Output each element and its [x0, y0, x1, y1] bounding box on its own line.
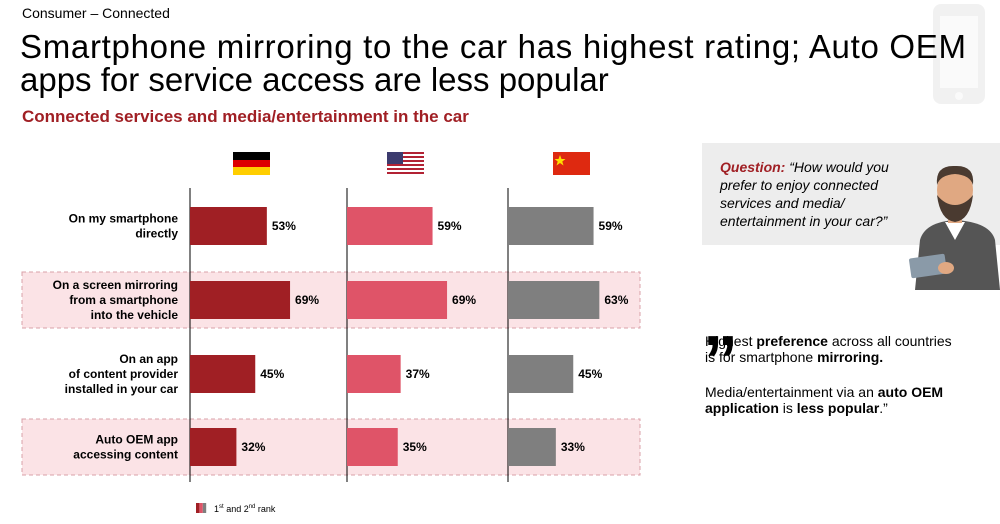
- value-label: 59%: [438, 219, 462, 233]
- bar: [508, 355, 574, 393]
- title: Smartphone mirroring to the car has high…: [20, 28, 966, 65]
- category-label: Auto OEM app: [95, 433, 178, 447]
- question-text: services and media/: [720, 195, 847, 211]
- value-label: 45%: [578, 367, 602, 381]
- legend-label: 1st and 2nd rank: [214, 504, 276, 514]
- quote-text: Media/entertainment via an auto OEM: [705, 384, 943, 400]
- question-text: entertainment in your car?”: [720, 213, 889, 229]
- quote-run: across all countries: [828, 333, 952, 349]
- value-label: 37%: [406, 367, 430, 381]
- legend-part: st: [219, 504, 224, 510]
- legend-part: rank: [255, 504, 276, 514]
- value-label: 69%: [452, 293, 476, 307]
- quote-text: is for smartphone mirroring.: [705, 349, 883, 365]
- person-illustration: [909, 165, 1000, 290]
- question-line: entertainment in your car?”: [720, 213, 889, 229]
- bar: [347, 428, 398, 466]
- bar: [190, 207, 267, 245]
- category-label: On my smartphone: [69, 212, 179, 226]
- quote-run: less popular: [797, 400, 880, 416]
- category-label: from a smartphone: [69, 293, 178, 307]
- question-label: Question:: [720, 159, 785, 175]
- bar: [190, 355, 256, 393]
- quote-run: application: [705, 400, 779, 416]
- quote-run: is: [779, 400, 797, 416]
- subtitle: Connected services and media/entertainme…: [22, 107, 469, 126]
- question-line: prefer to enjoy connected: [719, 177, 879, 193]
- category-label: of content provider: [69, 367, 179, 381]
- quote-text: application is less popular.”: [705, 400, 888, 416]
- category-label: On a screen mirroring: [53, 278, 178, 292]
- value-label: 45%: [260, 367, 284, 381]
- quote-mark: „: [703, 282, 738, 360]
- bar: [508, 207, 594, 245]
- value-label: 35%: [403, 440, 427, 454]
- category-label: into the vehicle: [91, 308, 179, 322]
- bar: [508, 281, 600, 319]
- phone-icon: [933, 4, 985, 104]
- bar: [347, 281, 448, 319]
- quote-run: Highest: [705, 333, 756, 349]
- bar: [190, 281, 291, 319]
- flag-germany: [233, 152, 270, 175]
- flag-usa: [387, 152, 424, 175]
- quote-text: Highest preference across all countries: [705, 333, 952, 349]
- bar: [190, 428, 237, 466]
- legend-part: and 2: [224, 504, 249, 514]
- value-label: 69%: [295, 293, 319, 307]
- value-label: 33%: [561, 440, 585, 454]
- quote-run: is for smartphone: [705, 349, 817, 365]
- legend-swatch: [199, 503, 203, 513]
- title: apps for service access are less popular: [20, 61, 609, 98]
- legend-part: 1: [214, 504, 219, 514]
- section-label: Consumer – Connected: [22, 5, 170, 21]
- legend-swatch: [196, 503, 200, 513]
- bar: [508, 428, 556, 466]
- question-text: prefer to enjoy connected: [719, 177, 879, 193]
- value-label: 63%: [604, 293, 628, 307]
- bar: [347, 207, 433, 245]
- category-label: installed in your car: [65, 382, 179, 396]
- flag-china: [553, 152, 590, 175]
- category-label: directly: [135, 227, 178, 241]
- value-label: 32%: [241, 440, 265, 454]
- legend-swatch: [202, 503, 207, 513]
- question-text: Question: “How would you: [720, 159, 889, 175]
- value-label: 53%: [272, 219, 296, 233]
- quote-run: Media/entertainment via an: [705, 384, 878, 400]
- quote-run: auto OEM: [878, 384, 943, 400]
- bar: [347, 355, 401, 393]
- quote-run: mirroring.: [817, 349, 883, 365]
- category-label: On an app: [119, 352, 178, 366]
- value-label: 59%: [599, 219, 623, 233]
- question-line: services and media/: [720, 195, 847, 211]
- legend-part: nd: [249, 504, 256, 510]
- question-line: “How would you: [789, 159, 889, 175]
- category-label: accessing content: [73, 448, 178, 462]
- quote-run: .”: [879, 400, 888, 416]
- legend: 1st and 2nd rank: [196, 503, 276, 514]
- quote-run: preference: [756, 333, 828, 349]
